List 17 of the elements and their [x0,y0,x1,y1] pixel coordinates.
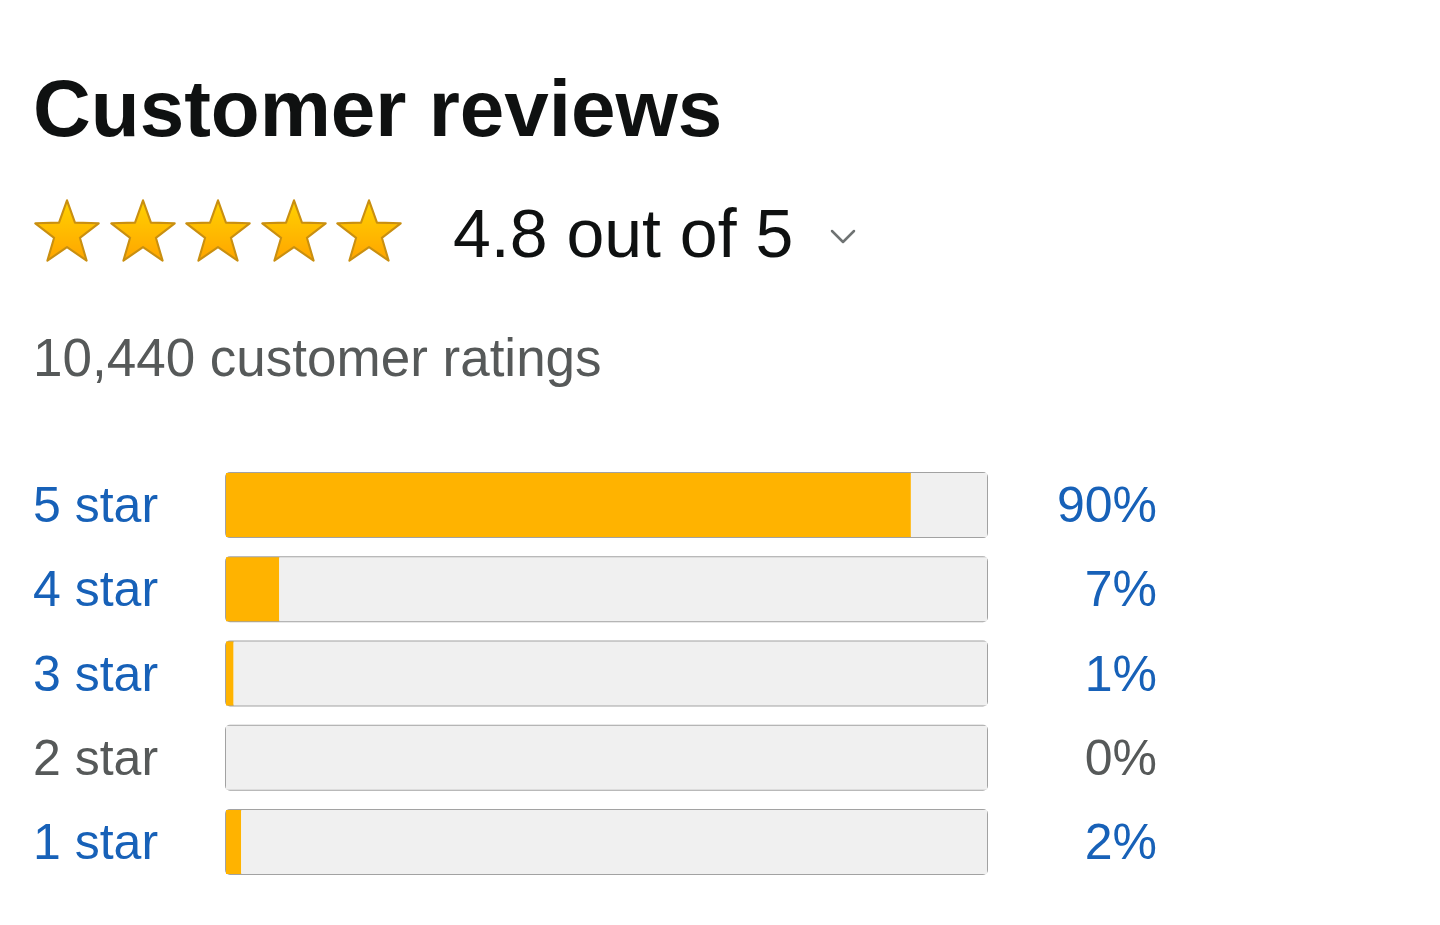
bar [226,641,234,706]
y-tick-label: 5 star [33,477,159,534]
data-label: 1% [1084,645,1157,702]
data-label: 90% [1056,477,1157,534]
bar [226,557,280,622]
chart-title: Customer reviews [33,63,723,153]
y-tick-label: 1 star [33,813,159,870]
text: 4.8 out of 5 [453,195,794,271]
text: 10,440 customer ratings [33,327,602,387]
bar [910,473,987,538]
y-tick-label: 3 star [33,645,159,702]
y-tick-label: 4 star [33,561,159,618]
y-tick-label: 2 star [33,729,159,786]
data-label: 2% [1084,813,1157,870]
data-label: 7% [1084,561,1157,618]
bar [226,809,242,874]
data-label: 0% [1084,729,1157,786]
